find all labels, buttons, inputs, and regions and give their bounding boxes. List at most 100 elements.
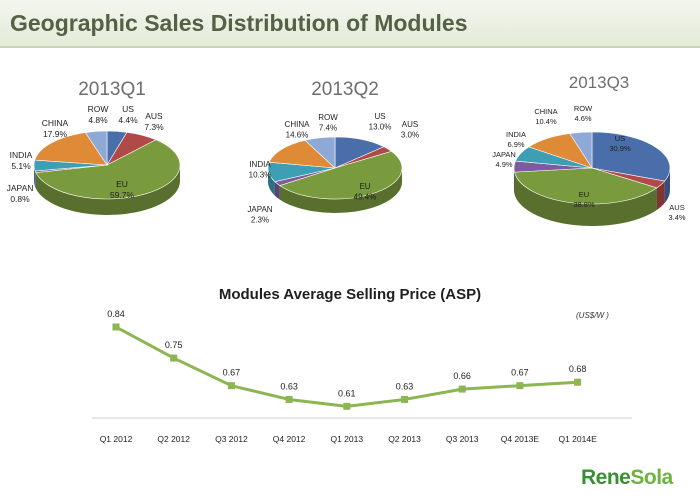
asp-point [401, 395, 408, 403]
pie-label-row: ROW 7.4% [318, 113, 338, 133]
pie-chart-2013q2: 2013Q2 US 13.0% AUS 3.0% EU 49.4% JAPAN 2.3% INDI… [247, 79, 419, 225]
asp-unit-label: (US$/W ) [576, 311, 609, 320]
slice-name: CHINA [42, 118, 69, 128]
asp-point [170, 354, 178, 362]
renesola-logo: ReneSola [581, 466, 673, 490]
slice-value: 4.8% [88, 115, 108, 125]
pie-slice-china [268, 139, 336, 169]
pie-label-us: US 13.0% [369, 112, 392, 132]
pie-sides [514, 168, 670, 226]
pie-side-eu [279, 168, 402, 214]
x-tick-label: Q4 2012 [273, 434, 306, 444]
asp-data-label: 0.75 [165, 340, 183, 350]
pie-side-japan [514, 168, 515, 195]
x-tick-label: Q4 2013E [501, 434, 540, 444]
x-tick-label: Q2 2013 [388, 434, 421, 444]
x-tick-label: Q1 2013 [330, 434, 363, 444]
slice-value: 5.1% [11, 161, 31, 171]
slice-value: 2.3% [251, 216, 269, 225]
pie-side-eu [514, 172, 657, 226]
slice-value: 14.6% [286, 131, 309, 140]
slice-name: CHINA [534, 107, 557, 116]
slice-value: 4.4% [118, 115, 138, 125]
slice-value: 7.3% [144, 122, 164, 132]
asp-point [458, 385, 466, 393]
x-tick-label: Q3 2012 [215, 434, 248, 444]
pie-slice-us [591, 131, 671, 182]
asp-data-label: 0.63 [280, 381, 298, 391]
pie-side-japan [35, 170, 36, 189]
slice-value: 3.4% [668, 213, 685, 222]
pie-title: 2013Q3 [569, 73, 630, 92]
slice-value: 49.4% [354, 193, 377, 202]
pie-label-us: US4.4% [118, 104, 138, 125]
asp-data-label: 0.68 [569, 364, 587, 374]
slice-name: US [615, 134, 625, 143]
slice-name: INDIA [10, 150, 33, 160]
slice-name: ROW [318, 113, 338, 122]
asp-data-label: 0.66 [453, 371, 471, 381]
slice-value: 4.9% [495, 160, 512, 169]
logo-part-rene: Rene [581, 466, 631, 489]
slice-name: US [122, 104, 134, 114]
slice-name: US [374, 112, 385, 121]
pie-side-aus [656, 181, 665, 210]
slice-value: 10.3% [249, 171, 272, 180]
asp-point [112, 323, 120, 331]
slice-value: 0.8% [10, 194, 30, 204]
x-tick-label: Q1 2012 [100, 434, 133, 444]
pie-side-eu [35, 165, 180, 215]
slice-name: AUS [145, 111, 163, 121]
pie-slice-row [84, 130, 108, 166]
slice-name: JAPAN [7, 183, 34, 193]
header-band [0, 0, 700, 46]
asp-data-label: 0.84 [107, 309, 125, 319]
pie-title: 2013Q2 [311, 79, 379, 100]
pie-slice-us [334, 136, 385, 169]
slice-name: EU [116, 179, 128, 189]
slice-name: EU [359, 182, 370, 191]
asp-series: 0.84 Q1 2012 0.75 Q2 2012 0.67 Q3 2012 0.63 Q4 … [92, 309, 632, 444]
slice-value: 3.0% [401, 131, 419, 140]
slice-value: 4.6% [574, 114, 591, 123]
slice-name: ROW [574, 104, 593, 113]
slice-value: 7.4% [319, 124, 337, 133]
asp-point [516, 382, 524, 390]
asp-chart-title: Modules Average Selling Price (ASP) [218, 286, 482, 303]
asp-point [227, 382, 235, 390]
asp-data-label: 0.67 [223, 368, 241, 378]
slice-name: EU [579, 190, 589, 199]
pie-slice-eu [514, 167, 658, 205]
slice-name: AUS [402, 120, 418, 129]
pie-sides [268, 168, 402, 214]
asp-point [285, 395, 293, 403]
slice-value: 10.4% [535, 117, 557, 126]
slice-value: 17.9% [43, 129, 68, 139]
asp-line-chart: 0.84 Q1 2012 0.75 Q2 2012 0.67 Q3 2012 0.63 Q4 … [92, 309, 632, 444]
header-rule [0, 46, 700, 48]
pie-label-aus: AUS 3.0% [401, 120, 419, 140]
x-tick-label: Q2 2012 [157, 434, 190, 444]
asp-data-label: 0.61 [338, 388, 356, 398]
x-tick-label: Q1 2014E [558, 434, 597, 444]
asp-point [343, 402, 351, 410]
pie-slice-eu [279, 151, 403, 200]
pie-slice-eu [35, 139, 181, 200]
slice-value: 13.0% [369, 123, 392, 132]
logo-part-sola: Sola [630, 466, 673, 489]
asp-data-label: 0.63 [396, 381, 414, 391]
pie-slice-china [34, 132, 108, 166]
asp-point [574, 378, 582, 386]
